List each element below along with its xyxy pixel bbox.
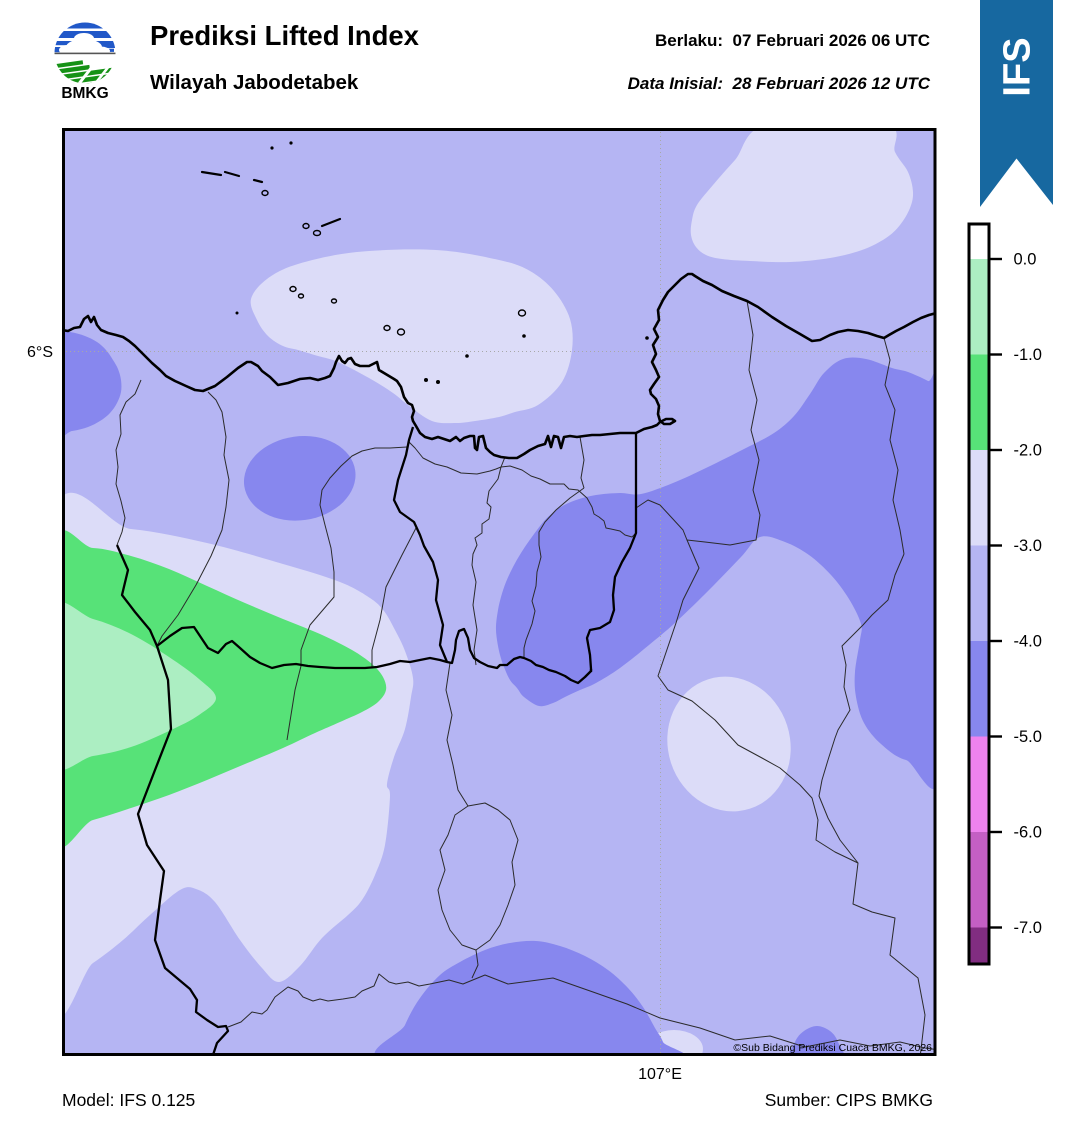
svg-text:-6.0: -6.0 <box>1014 824 1042 842</box>
svg-text:-4.0: -4.0 <box>1014 633 1042 651</box>
svg-text:-3.0: -3.0 <box>1014 537 1042 555</box>
svg-text:-1.0: -1.0 <box>1014 346 1042 364</box>
svg-text:-2.0: -2.0 <box>1014 442 1042 460</box>
svg-text:-5.0: -5.0 <box>1014 728 1042 746</box>
svg-text:Model: IFS 0.125: Model: IFS 0.125 <box>62 1090 195 1110</box>
svg-text:-7.0: -7.0 <box>1014 919 1042 937</box>
svg-text:0.0: 0.0 <box>1014 251 1037 269</box>
svg-text:Sumber: CIPS BMKG: Sumber: CIPS BMKG <box>765 1090 933 1110</box>
svg-text:©Sub Bidang Prediksi Cuaca BMK: ©Sub Bidang Prediksi Cuaca BMKG, 2026 <box>733 1042 932 1054</box>
svg-text:BMKG: BMKG <box>61 85 108 102</box>
svg-text:Data Inisial: 28 Februari 202: Data Inisial: 28 Februari 2026 12 UTC <box>628 74 931 93</box>
svg-text:Berlaku: 07 Februari 2026 06: Berlaku: 07 Februari 2026 06 UTC <box>655 31 930 50</box>
svg-text:107°E: 107°E <box>638 1066 682 1083</box>
svg-text:IFS: IFS <box>997 37 1039 96</box>
svg-text:Wilayah Jabodetabek: Wilayah Jabodetabek <box>150 71 359 94</box>
svg-text:Prediksi Lifted Index: Prediksi Lifted Index <box>150 20 420 51</box>
svg-text:6°S: 6°S <box>27 344 53 361</box>
